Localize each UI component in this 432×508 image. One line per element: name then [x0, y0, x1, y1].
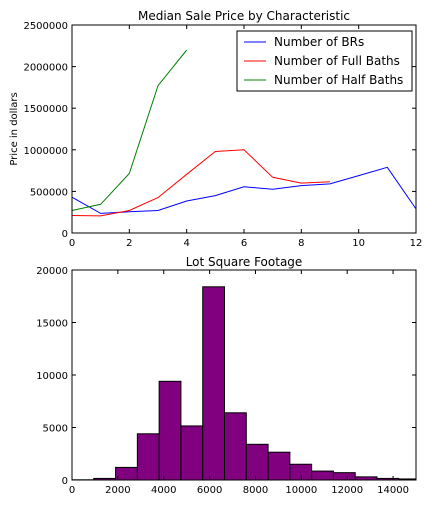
histogram-bar: [290, 464, 312, 480]
histogram-y-tick-label: 5000: [43, 424, 68, 435]
line-chart-x-tick-label: 4: [183, 238, 189, 249]
histogram-x-tick-label: 12000: [331, 485, 363, 496]
line-chart-x-tick-label: 2: [126, 238, 132, 249]
line-chart-y-tick-label: 2000000: [23, 63, 68, 74]
legend-label-full-baths: Number of Full Baths: [274, 54, 400, 68]
histogram-bar: [246, 444, 268, 480]
line-chart-y-tick-label: 500000: [30, 187, 68, 198]
histogram-bar: [333, 473, 355, 480]
histogram-x-tick-label: 8000: [243, 485, 268, 496]
histogram-chart: Lot Square Footage 0 2000 4000 6000 8000 1000…: [36, 255, 416, 496]
histogram-bar: [225, 413, 247, 480]
line-chart-x-tick-label: 6: [241, 238, 247, 249]
series-line-1: [72, 150, 330, 216]
line-chart-legend: Number of BRs Number of Full Baths Numbe…: [237, 31, 412, 91]
histogram-x-tick-label: 14000: [377, 485, 409, 496]
histogram-title: Lot Square Footage: [186, 255, 303, 269]
legend-label-brs: Number of BRs: [274, 35, 364, 49]
line-chart-x-tick-label: 8: [298, 238, 304, 249]
line-chart-x-tick-label: 12: [410, 238, 423, 249]
line-chart-y-tick-label: 1500000: [23, 104, 68, 115]
histogram-bar: [181, 426, 203, 480]
histogram-bar: [312, 471, 334, 480]
histogram-bar: [159, 381, 181, 480]
histogram-bars: [72, 287, 416, 480]
histogram-bar: [116, 467, 138, 480]
line-chart-y-tick-label: 1000000: [23, 146, 68, 157]
histogram-bar: [137, 434, 159, 480]
line-chart-x-tick-label: 0: [69, 238, 75, 249]
histogram-y-tick-label: 20000: [36, 266, 68, 277]
histogram-x-tick-label: 0: [69, 485, 75, 496]
line-chart-y-axis-label: Price in dollars: [9, 92, 20, 165]
histogram-bar: [268, 452, 290, 480]
line-chart-x-tick-label: 10: [352, 238, 365, 249]
line-chart: Median Sale Price by Characteristic Pric…: [9, 9, 422, 249]
histogram-x-tick-label: 4000: [151, 485, 176, 496]
histogram-y-tick-label: 0: [62, 476, 68, 487]
histogram-x-tick-label: 10000: [285, 485, 317, 496]
line-chart-y-tick-label: 0: [62, 229, 68, 240]
series-line-2: [72, 50, 187, 211]
histogram-bar: [203, 287, 225, 480]
series-line-0: [72, 167, 416, 213]
legend-label-half-baths: Number of Half Baths: [274, 73, 403, 87]
histogram-x-tick-label: 6000: [197, 485, 222, 496]
line-chart-title: Median Sale Price by Characteristic: [138, 9, 350, 23]
histogram-y-tick-label: 15000: [36, 319, 68, 330]
histogram-y-tick-label: 10000: [36, 371, 68, 382]
histogram-x-tick-label: 2000: [105, 485, 130, 496]
line-chart-y-tick-label: 2500000: [23, 21, 68, 32]
